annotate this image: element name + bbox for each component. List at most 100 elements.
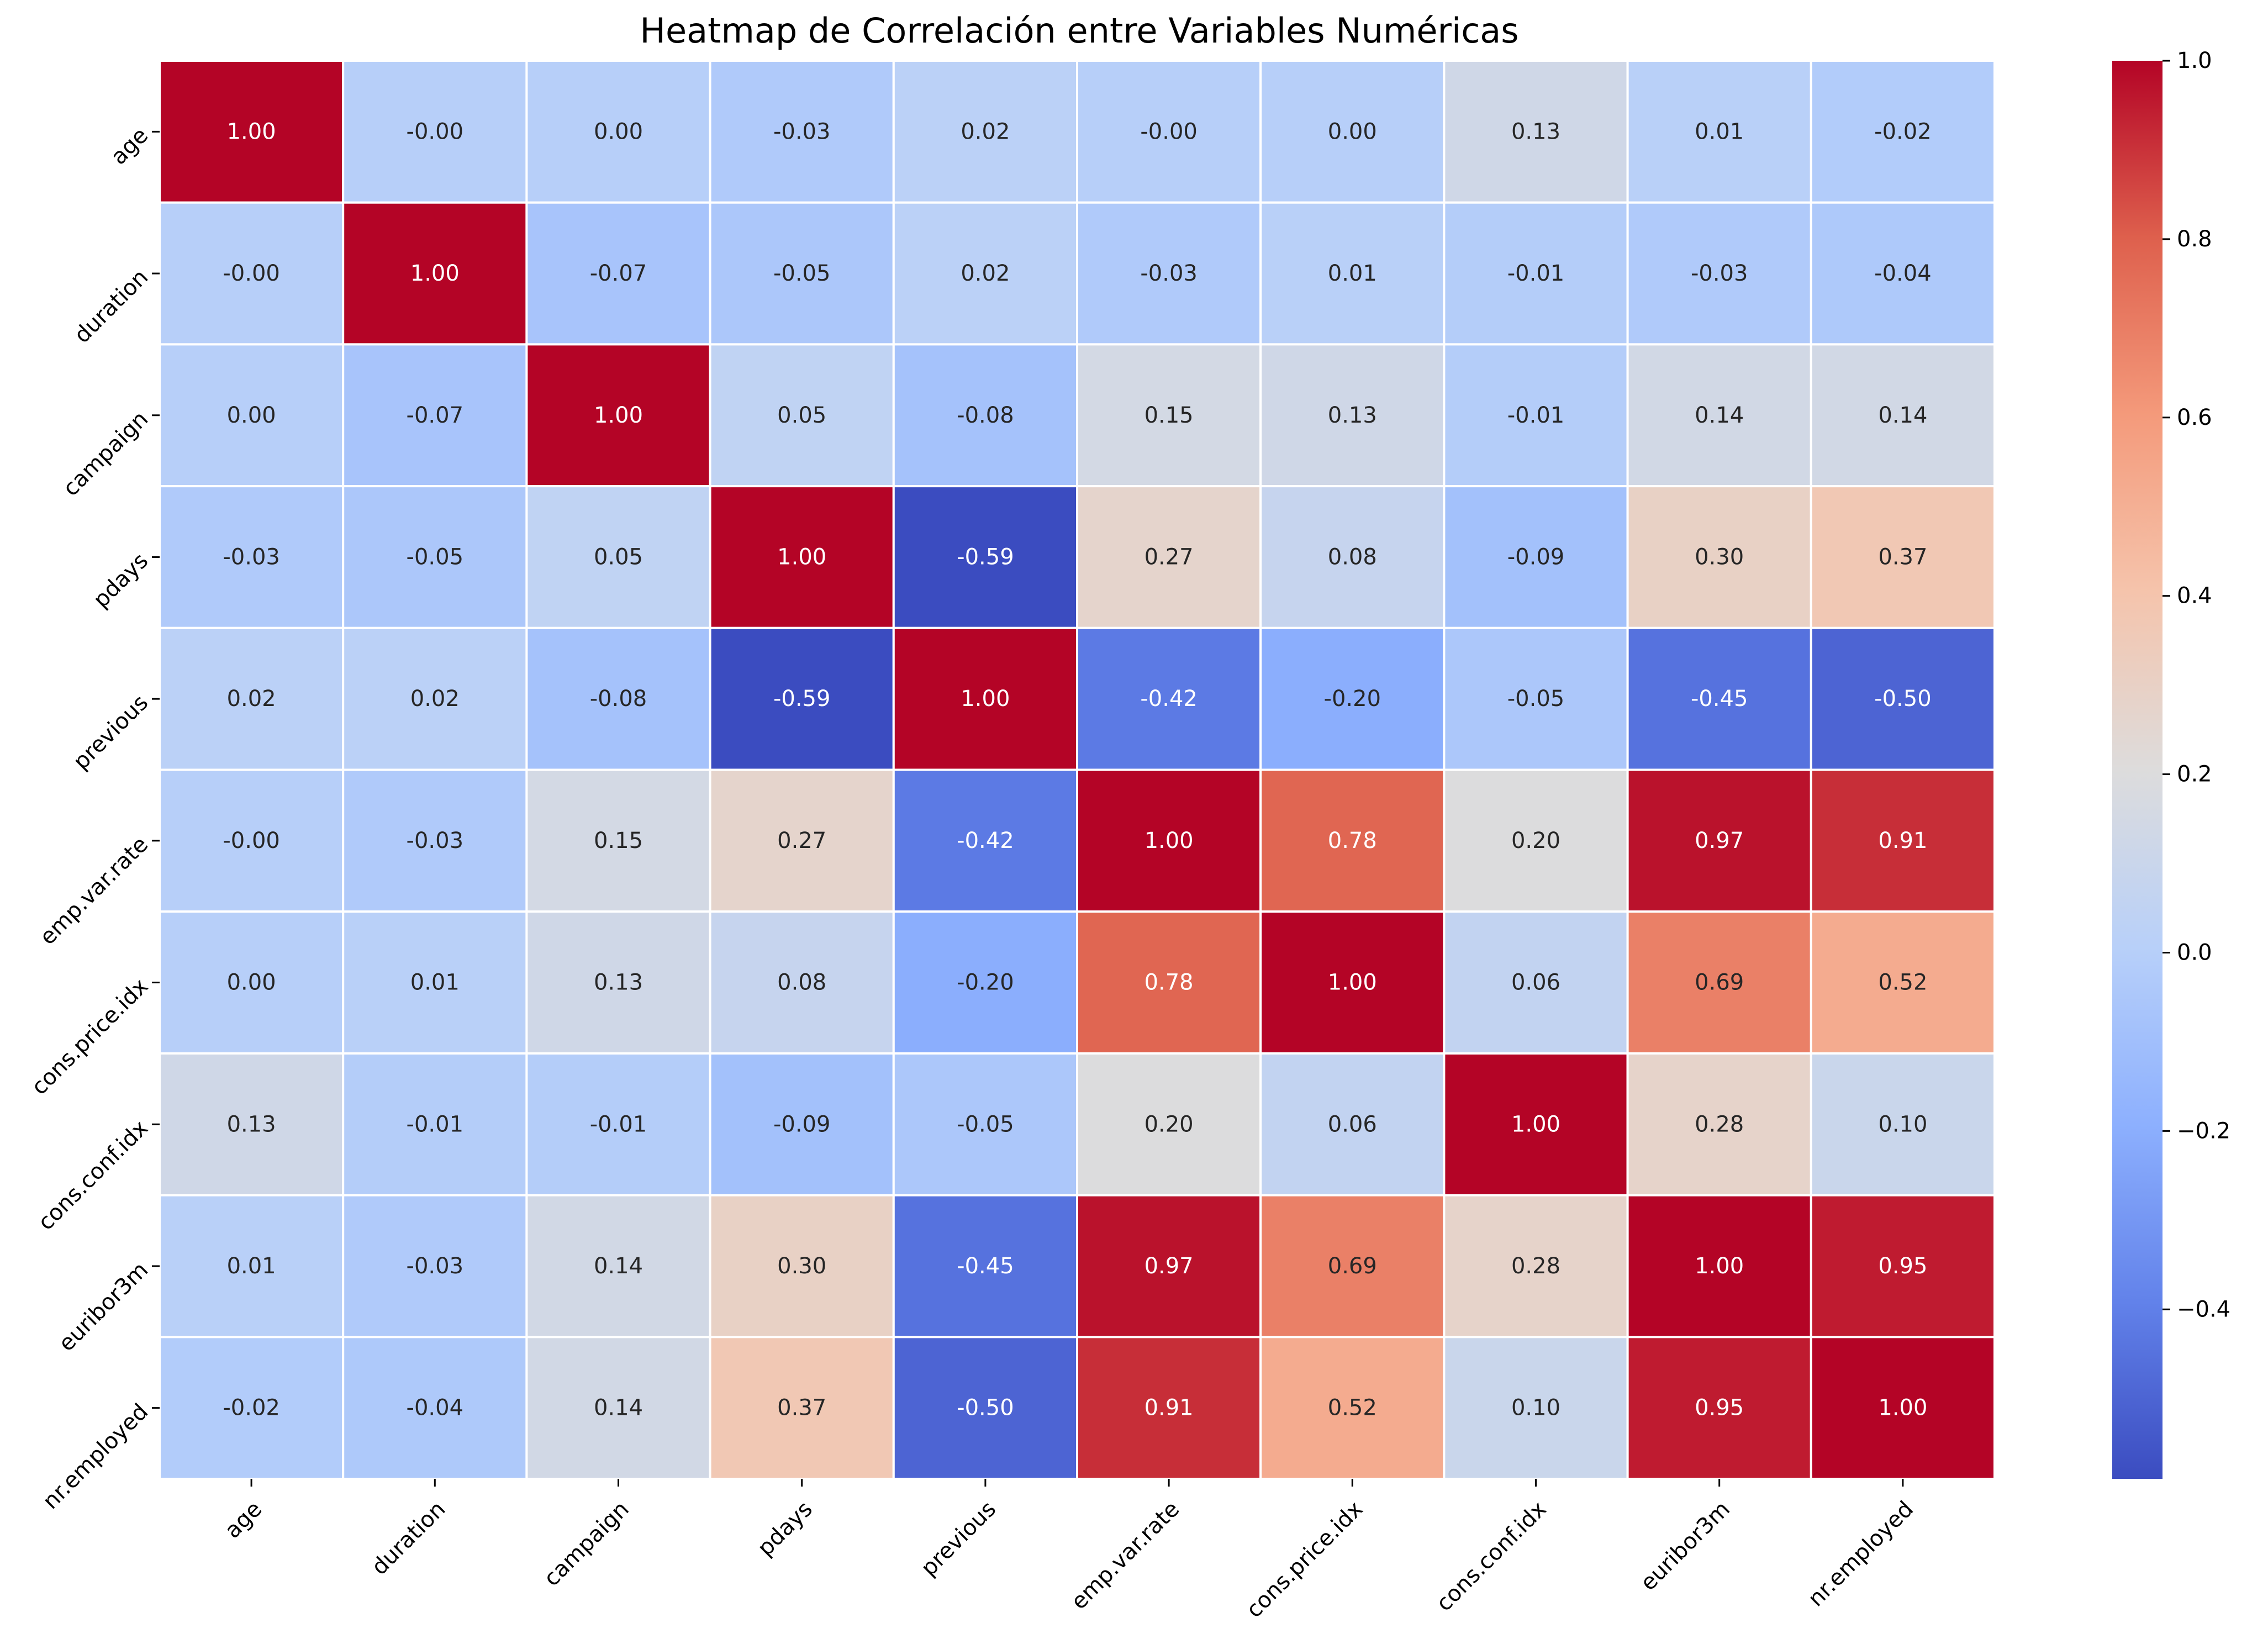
heatmap-cell-previous-campaign — [525, 626, 711, 771]
cell-value-label: -0.05 — [957, 1111, 1014, 1137]
cell-value-label: -0.42 — [957, 828, 1014, 853]
cell-value-label: 0.10 — [1511, 1395, 1560, 1421]
heatmap-cell-age-duration — [342, 60, 528, 204]
cell-value-label: 0.20 — [1511, 828, 1560, 853]
cell-value-label: -0.03 — [223, 544, 280, 570]
heatmap-cell-pdays-previous — [892, 485, 1079, 629]
heatmap-cell-duration-cons.conf.idx — [1443, 201, 1629, 346]
heatmap-cell-previous-age — [159, 626, 345, 771]
cell-value-label: -0.00 — [223, 261, 280, 286]
cell-value-label: -0.02 — [223, 1395, 280, 1421]
cell-value-label: 1.00 — [594, 403, 643, 428]
colorbar-tick-label: 0.0 — [2177, 940, 2212, 965]
heatmap-cell-previous-euribor3m — [1626, 626, 1812, 771]
heatmap-cell-pdays-cons.conf.idx — [1443, 485, 1629, 629]
cell-value-label: 0.00 — [227, 970, 276, 995]
heatmap-cell-previous-pdays — [709, 626, 895, 771]
cell-value-label: 1.00 — [227, 119, 276, 144]
heatmap-cell-cons.price.idx-previous — [892, 910, 1079, 1055]
heatmap-cell-duration-pdays — [709, 201, 895, 346]
cell-value-label: -0.59 — [957, 544, 1014, 570]
heatmap-cell-duration-previous — [892, 201, 1079, 346]
colorbar-tick-label: 0.6 — [2177, 405, 2212, 430]
cell-value-label: 0.01 — [1695, 119, 1744, 144]
cell-value-label: 0.91 — [1878, 828, 1927, 853]
heatmap-cell-emp.var.rate-pdays — [709, 768, 895, 913]
cell-value-label: -0.20 — [1324, 686, 1381, 712]
heatmap-cell-emp.var.rate-nr.employed — [1810, 768, 1996, 913]
cell-value-label: 0.95 — [1878, 1253, 1927, 1279]
cell-value-label: 0.20 — [1144, 1111, 1194, 1137]
cell-value-label: -0.45 — [957, 1253, 1014, 1279]
cell-value-label: 0.28 — [1511, 1253, 1560, 1279]
cell-value-label: 1.00 — [1328, 970, 1377, 995]
cell-value-label: 1.00 — [1878, 1395, 1927, 1421]
cell-value-label: 0.91 — [1144, 1395, 1194, 1421]
heatmap-cell-previous-nr.employed — [1810, 626, 1996, 771]
heatmap-cell-cons.conf.idx-cons.conf.idx — [1443, 1052, 1629, 1197]
cell-value-label: 0.02 — [961, 261, 1010, 286]
cell-value-label: -0.50 — [957, 1395, 1014, 1421]
heatmap-cell-emp.var.rate-age — [159, 768, 345, 913]
heatmap-cell-nr.employed-pdays — [709, 1336, 895, 1480]
cell-value-label: -0.50 — [1874, 686, 1932, 712]
heatmap-cell-cons.conf.idx-nr.employed — [1810, 1052, 1996, 1197]
heatmap-cell-age-campaign — [525, 60, 711, 204]
heatmap-cell-campaign-previous — [892, 343, 1079, 488]
cell-value-label: -0.08 — [590, 686, 647, 712]
cell-value-label: 0.01 — [1328, 261, 1377, 286]
cell-value-label: -0.03 — [1691, 261, 1748, 286]
cell-value-label: 0.13 — [1328, 403, 1377, 428]
cell-value-label: -0.04 — [1874, 261, 1932, 286]
cell-value-label: 0.10 — [1878, 1111, 1927, 1137]
cell-value-label: 0.37 — [777, 1395, 826, 1421]
heatmap-cell-nr.employed-nr.employed — [1810, 1336, 1996, 1480]
cell-value-label: 0.28 — [1695, 1111, 1744, 1137]
cell-value-label: 0.15 — [1144, 403, 1194, 428]
heatmap-cell-cons.price.idx-euribor3m — [1626, 910, 1812, 1055]
cell-value-label: -0.07 — [407, 403, 464, 428]
cell-value-label: 0.52 — [1878, 970, 1927, 995]
cell-value-label: 0.08 — [777, 970, 826, 995]
cell-value-label: -0.00 — [407, 119, 464, 144]
cell-value-label: -0.42 — [1140, 686, 1198, 712]
colorbar-tick-label: −0.4 — [2177, 1297, 2230, 1322]
heatmap-cell-cons.conf.idx-cons.price.idx — [1259, 1052, 1446, 1197]
cell-value-label: 1.00 — [1695, 1253, 1744, 1279]
chart-title: Heatmap de Correlación entre Variables N… — [640, 10, 1518, 51]
cell-value-label: -0.09 — [773, 1111, 831, 1137]
cell-value-label: 0.30 — [1695, 544, 1744, 570]
cell-value-label: -0.03 — [1140, 261, 1198, 286]
cell-value-label: -0.03 — [407, 828, 464, 853]
cell-value-label: 1.00 — [410, 261, 460, 286]
heatmap-cell-cons.price.idx-nr.employed — [1810, 910, 1996, 1055]
heatmap-cell-campaign-euribor3m — [1626, 343, 1812, 488]
heatmap-cell-age-cons.price.idx — [1259, 60, 1446, 204]
cell-value-label: 1.00 — [1144, 828, 1194, 853]
heatmap-cell-previous-previous — [892, 626, 1079, 771]
cell-value-label: -0.07 — [590, 261, 647, 286]
heatmap-cell-emp.var.rate-emp.var.rate — [1076, 768, 1262, 913]
heatmap-cell-cons.price.idx-duration — [342, 910, 528, 1055]
heatmap-cell-emp.var.rate-duration — [342, 768, 528, 913]
cell-value-label: 0.00 — [594, 119, 643, 144]
heatmap-cell-campaign-duration — [342, 343, 528, 488]
heatmap-cell-duration-euribor3m — [1626, 201, 1812, 346]
cell-value-label: 0.00 — [1328, 119, 1377, 144]
cell-value-label: -0.05 — [407, 544, 464, 570]
heatmap-cell-campaign-nr.employed — [1810, 343, 1996, 488]
heatmap-cell-pdays-emp.var.rate — [1076, 485, 1262, 629]
cell-value-label: -0.02 — [1874, 119, 1932, 144]
cell-value-label: 0.37 — [1878, 544, 1927, 570]
cell-value-label: 0.08 — [1328, 544, 1377, 570]
cell-value-label: 0.69 — [1695, 970, 1744, 995]
cell-value-label: 0.13 — [227, 1111, 276, 1137]
heatmap-cell-previous-duration — [342, 626, 528, 771]
heatmap-cell-nr.employed-duration — [342, 1336, 528, 1480]
cell-value-label: -0.01 — [1507, 261, 1565, 286]
cell-value-label: -0.01 — [1507, 403, 1565, 428]
heatmap-cell-cons.price.idx-campaign — [525, 910, 711, 1055]
cell-value-label: 0.14 — [1878, 403, 1927, 428]
heatmap-cells — [159, 60, 1996, 1480]
colorbar: −0.4 −0.2 0.0 0.2 0.4 0.6 0.8 1.0 — [2112, 48, 2230, 1479]
